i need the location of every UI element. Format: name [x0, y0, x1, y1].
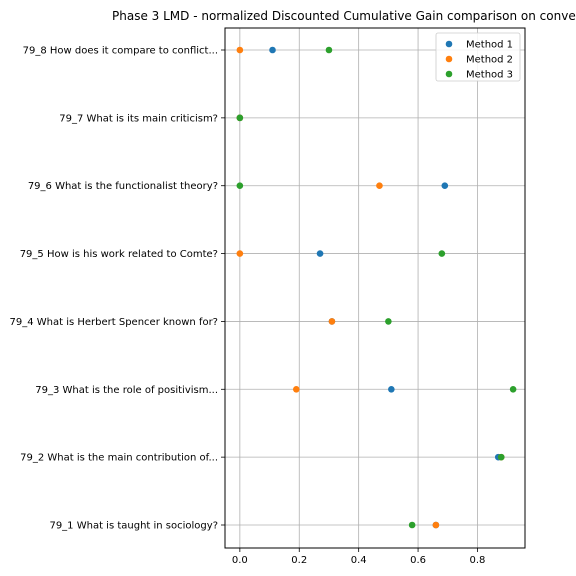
x-tick-label: 0.6 [410, 555, 426, 566]
legend-label: Method 2 [466, 55, 513, 66]
legend-marker [445, 55, 453, 63]
y-tick-label: 79_6 What is the functionalist theory? [28, 181, 218, 192]
legend-label: Method 3 [466, 70, 513, 81]
x-tick-label: 0.8 [470, 555, 486, 566]
x-tick-label: 0.0 [232, 555, 248, 566]
x-tick-label: 0.2 [291, 555, 307, 566]
data-point-method-3 [438, 250, 446, 257]
data-point-method-3 [497, 453, 505, 461]
data-point-method-1 [441, 182, 449, 190]
y-tick-label: 79_8 How does it compare to conflict... [23, 46, 218, 57]
legend: Method 1 Method 2 Method 3 [435, 32, 521, 82]
data-point-method-3 [236, 182, 244, 190]
grid-lines [225, 28, 525, 548]
data-points [236, 46, 517, 529]
legend-marker [445, 70, 453, 78]
data-point-method-3 [236, 114, 244, 122]
plot-frame [224, 27, 526, 549]
data-point-method-3 [509, 385, 517, 393]
chart-title: Phase 3 LMD - normalized Discounted Cumu… [112, 9, 576, 23]
y-tick-label: 79_1 What is taught in sociology? [49, 521, 218, 532]
data-point-method-3 [408, 521, 416, 529]
legend-label: Method 1 [466, 40, 513, 51]
legend-marker [445, 40, 453, 48]
data-point-method-2 [376, 182, 383, 190]
y-tick-label: 79_2 What is the main contribution of... [20, 453, 218, 464]
data-point-method-3 [385, 318, 392, 325]
data-point-method-3 [325, 46, 333, 54]
data-point-method-1 [269, 46, 276, 54]
data-point-method-2 [328, 318, 336, 325]
data-point-method-1 [388, 385, 395, 393]
y-tick-label: 79_5 How is his work related to Comte? [20, 249, 218, 260]
data-point-method-1 [316, 250, 324, 257]
legend-box [435, 32, 521, 82]
data-point-method-2 [432, 521, 440, 529]
y-tick-label: 79_4 What is Herbert Spencer known for? [9, 317, 218, 328]
y-tick-label: 79_3 What is the role of positivism... [35, 385, 218, 396]
data-point-method-2 [236, 46, 244, 54]
data-point-method-2 [292, 385, 300, 393]
data-point-method-2 [236, 250, 244, 257]
y-tick-label: 79_7 What is its main criticism? [59, 113, 218, 124]
x-tick-label: 0.4 [351, 555, 367, 566]
axis-ticks: 0.0 0.2 0.4 0.6 0.8 79_1 What is taught in so… [9, 46, 485, 567]
